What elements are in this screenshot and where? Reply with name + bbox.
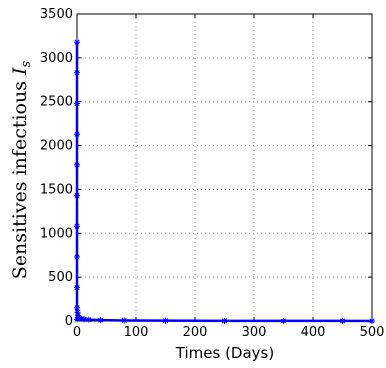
x-tick-label: 200 (183, 325, 208, 340)
x-tick-label: 400 (301, 325, 326, 340)
x-tick-label: 100 (124, 325, 149, 340)
data-point (74, 284, 80, 291)
data-point (74, 69, 80, 76)
data-point (74, 131, 80, 138)
data-point (97, 317, 104, 324)
y-tick-label: 3500 (40, 7, 73, 22)
y-tick-label: 500 (48, 270, 73, 285)
data-point (221, 317, 228, 324)
y-axis-label-subscript: s (19, 60, 34, 67)
data-point (74, 100, 80, 107)
data-point (85, 316, 92, 323)
plot-frame (76, 13, 373, 322)
data-point (74, 309, 81, 316)
data-point (74, 192, 80, 199)
x-axis-label: Times (Days) (175, 344, 274, 362)
x-tick-label: 0 (73, 325, 81, 340)
svg-text:Sensitives infectious Is: Sensitives infectious Is (9, 60, 34, 279)
y-axis-label: Sensitives infectious Is (9, 60, 34, 279)
y-tick-label: 3000 (40, 51, 73, 66)
data-point (74, 39, 80, 46)
y-tick-label: 1500 (40, 182, 73, 197)
data-point (162, 317, 169, 324)
x-tick-label: 500 (360, 325, 385, 340)
y-tick-label: 2500 (40, 95, 73, 110)
y-axis-label-text: Sensitives infectious (9, 75, 31, 279)
data-point (339, 317, 346, 324)
data-point (74, 223, 80, 230)
series-line (75, 42, 373, 323)
data-point (280, 317, 287, 324)
x-tick-label: 300 (242, 325, 267, 340)
data-point (74, 161, 80, 168)
data-point (74, 253, 80, 260)
data-point (121, 317, 128, 324)
y-tick-label: 2000 (40, 139, 73, 154)
y-tick-label: 1000 (40, 226, 73, 241)
data-point (75, 312, 82, 319)
y-axis-label-symbol: I (9, 67, 31, 76)
data-point (369, 318, 375, 324)
y-tick-label: 0 (65, 314, 73, 329)
data-point (74, 304, 80, 311)
data-point (81, 316, 88, 323)
